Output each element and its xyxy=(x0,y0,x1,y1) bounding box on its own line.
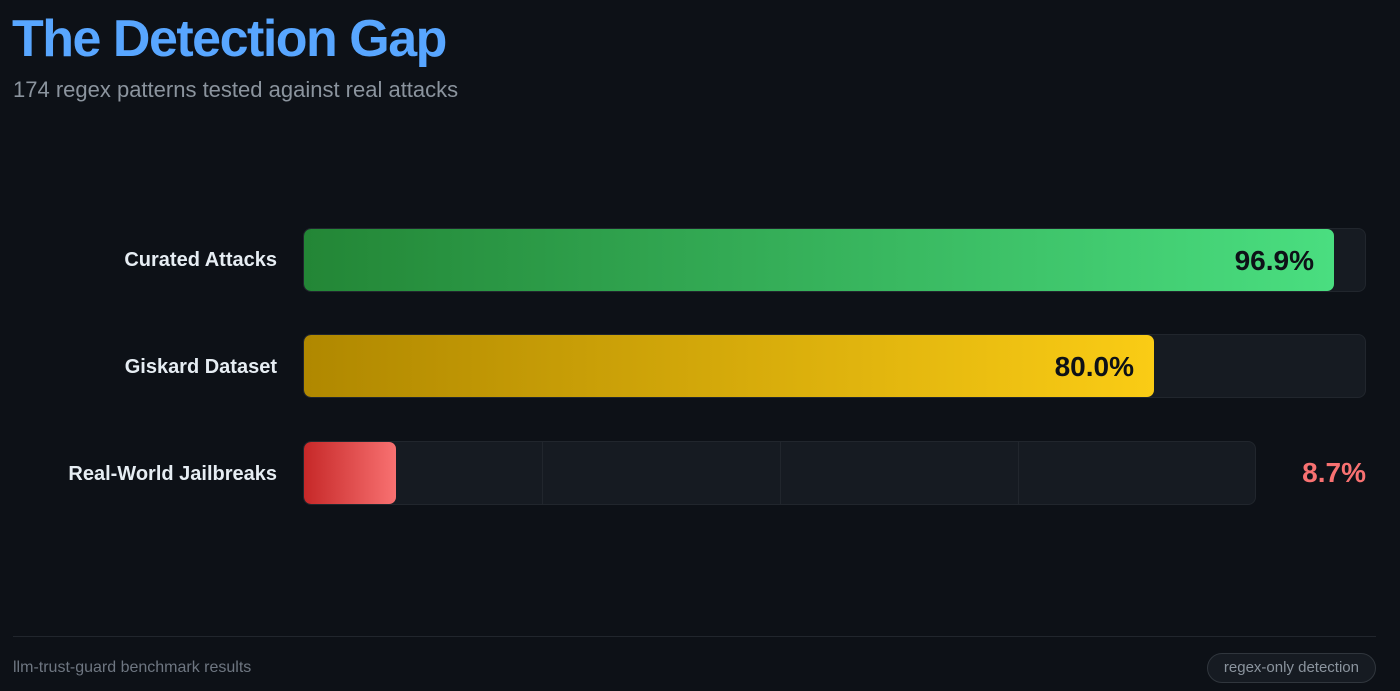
page-title: The Detection Gap xyxy=(12,10,447,68)
footer-divider xyxy=(13,636,1376,637)
bar-track-real-world-jailbreaks xyxy=(303,441,1256,505)
detection-mode-badge: regex-only detection xyxy=(1206,653,1376,683)
track-divider xyxy=(780,442,781,504)
bar-label-giskard-dataset: Giskard Dataset xyxy=(124,356,277,378)
track-divider xyxy=(542,442,543,504)
bar-track-curated-attacks: 96.9% xyxy=(303,228,1366,292)
bar-label-real-world-jailbreaks: Real-World Jailbreaks xyxy=(68,463,277,485)
bar-track-giskard-dataset: 80.0% xyxy=(303,334,1366,398)
bar-value-curated-attacks: 96.9% xyxy=(1234,245,1314,276)
footer-source: llm-trust-guard benchmark results xyxy=(13,659,252,676)
track-divider xyxy=(1018,442,1019,504)
bar-value-real-world-jailbreaks: 8.7% xyxy=(1302,457,1366,488)
bar-label-curated-attacks: Curated Attacks xyxy=(124,249,277,271)
bar-curated-attacks xyxy=(304,229,1334,291)
bar-value-giskard-dataset: 80.0% xyxy=(1054,351,1134,382)
page-subtitle: 174 regex patterns tested against real a… xyxy=(13,77,459,102)
bar-real-world-jailbreaks xyxy=(304,442,396,504)
bar-giskard-dataset xyxy=(304,335,1154,397)
